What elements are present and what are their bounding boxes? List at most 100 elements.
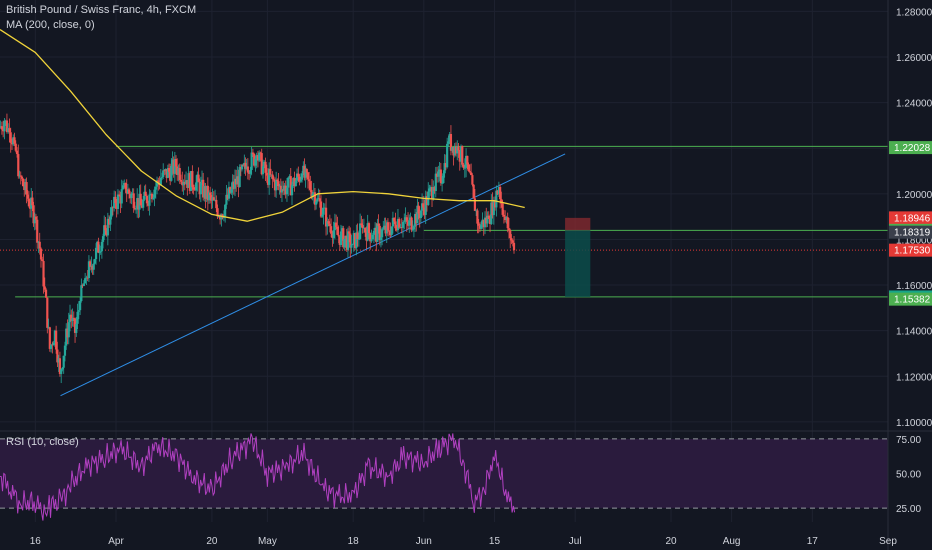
candle-body [481, 219, 484, 225]
candle-body [8, 128, 11, 133]
candle-body [367, 223, 371, 234]
candle-body [294, 180, 297, 187]
candle-body [108, 218, 111, 225]
candle-body [328, 223, 331, 227]
candle-body [299, 179, 302, 182]
candle-body [0, 126, 3, 130]
candle-body [270, 174, 273, 176]
candle-body [289, 176, 292, 196]
candle-body [326, 221, 329, 227]
rsi-pane [0, 433, 888, 521]
candle-body [76, 311, 79, 324]
candle-body [371, 234, 374, 240]
candle-body [34, 216, 38, 220]
candle-body [238, 167, 241, 188]
price-axis-label-text: 1.18946 [894, 213, 931, 224]
candle-body [187, 173, 190, 188]
drawings[interactable] [0, 145, 888, 397]
price-tick-label: 1.16000 [896, 281, 932, 292]
candle-body [389, 231, 392, 235]
rsi-band [0, 438, 888, 509]
candle-body [210, 195, 213, 201]
candle-body [62, 355, 65, 368]
candle-body [219, 216, 222, 220]
candle-body [27, 198, 31, 207]
candle-body [332, 230, 335, 238]
candle-body [399, 226, 402, 228]
time-tick-label: Jul [569, 536, 582, 547]
candle-body [375, 227, 378, 242]
candle-body [361, 225, 364, 229]
time-tick-label: May [258, 536, 277, 547]
candle-body [206, 185, 209, 201]
candle-body [243, 162, 246, 166]
candle-body [298, 176, 301, 182]
candle-body [90, 265, 93, 267]
symbol-legend[interactable]: British Pound / Swiss Franc, 4h, FXCM [6, 4, 197, 16]
candle-body [488, 218, 492, 225]
candle-body [266, 175, 270, 185]
candle-body [393, 217, 396, 222]
ma-legend[interactable]: MA (200, close, 0) [6, 19, 95, 31]
candle-body [87, 261, 91, 278]
candle-body [449, 133, 453, 151]
candle-body [66, 328, 69, 338]
candle-body [290, 184, 294, 196]
candle-body [304, 169, 307, 178]
candle-body [463, 167, 466, 169]
candle-body [379, 237, 383, 241]
ma-200-line [0, 29, 525, 222]
candle-body [486, 215, 489, 224]
price-axis[interactable]: 1.280001.260001.240001.220001.200001.180… [889, 7, 932, 515]
candle-body [48, 327, 51, 349]
candle-body [480, 224, 483, 229]
candle-body [258, 152, 261, 161]
time-axis[interactable]: 16 Apr 20 May 18 Jun 15 Jul 20 Aug 17 Sep [30, 536, 898, 547]
candle-body [285, 187, 289, 195]
candle-body [42, 260, 45, 287]
time-tick-label: 18 [348, 536, 360, 547]
candle-body [485, 217, 488, 224]
candle-body [23, 186, 26, 191]
candle-body [269, 168, 272, 176]
candle-body [115, 202, 118, 209]
candle-body [448, 133, 451, 142]
position-target-zone[interactable] [565, 230, 591, 297]
candle-body [78, 301, 82, 311]
candle-body [391, 217, 395, 227]
candle-body [386, 222, 390, 231]
candle-body [504, 216, 507, 220]
candle-body [254, 158, 257, 166]
candle-body [52, 342, 55, 346]
candle-body [239, 167, 242, 170]
candle-body [81, 285, 84, 287]
candle-body [437, 171, 440, 177]
candle-body [84, 278, 87, 284]
candle-body [155, 180, 159, 187]
candle-body [139, 193, 142, 206]
candle-body [75, 323, 78, 333]
candle-body [172, 159, 175, 174]
candle-body [92, 263, 95, 270]
candle-body [491, 202, 494, 216]
trendline[interactable] [60, 153, 566, 397]
candle-body [275, 179, 278, 191]
rsi-legend[interactable]: RSI (10, close) [6, 436, 79, 448]
position-stop-zone[interactable] [565, 217, 591, 231]
candle-body [61, 367, 64, 370]
candle-body [245, 166, 248, 169]
candle-body [127, 189, 131, 194]
candle-body [268, 168, 271, 185]
candle-body [416, 205, 419, 224]
price-axis-label-text: 1.15382 [894, 295, 931, 306]
candle-body [18, 175, 21, 177]
candle-body [173, 159, 176, 174]
candle-body [506, 217, 509, 229]
candle-body [142, 199, 145, 208]
candle-body [377, 223, 380, 226]
candle-body [236, 176, 239, 185]
candle-body [323, 207, 326, 209]
candle-body [364, 227, 367, 233]
price-tick-label: 1.28000 [896, 7, 932, 18]
